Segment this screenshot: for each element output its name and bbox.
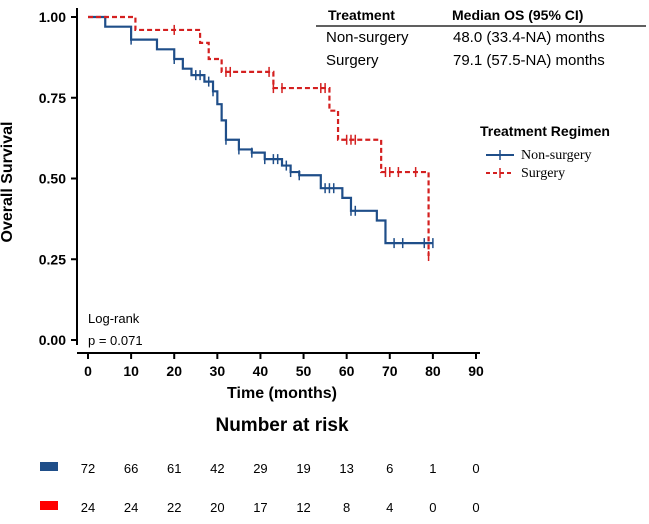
legend-title: Treatment Regimen bbox=[480, 123, 610, 139]
risk-count: 8 bbox=[343, 500, 350, 515]
risk-count: 6 bbox=[386, 461, 393, 476]
y-tick-label: 1.00 bbox=[39, 9, 66, 25]
y-axis-title: Overall Survival bbox=[0, 122, 16, 243]
risk-table-title: Number at risk bbox=[215, 415, 348, 436]
median-table-header-treatment: Treatment bbox=[328, 7, 395, 23]
y-tick-label: 0.50 bbox=[39, 171, 66, 187]
x-tick-label: 70 bbox=[382, 363, 398, 379]
x-tick-label: 80 bbox=[425, 363, 441, 379]
risk-count: 12 bbox=[296, 500, 310, 515]
x-tick-label: 0 bbox=[84, 363, 92, 379]
legend-label-nonsurgery: Non-surgery bbox=[521, 148, 592, 163]
median-table-header-median: Median OS (95% CI) bbox=[452, 7, 583, 23]
risk-count: 24 bbox=[124, 500, 138, 515]
risk-count: 13 bbox=[339, 461, 353, 476]
risk-count: 17 bbox=[253, 500, 267, 515]
logrank-label: Log-rank bbox=[88, 311, 140, 326]
risk-count: 0 bbox=[472, 461, 479, 476]
median-table-row2-value: 79.1 (57.5-NA) months bbox=[453, 52, 605, 69]
median-table-row1-value: 48.0 (33.4-NA) months bbox=[453, 29, 605, 46]
risk-count: 72 bbox=[81, 461, 95, 476]
risk-count: 4 bbox=[386, 500, 393, 515]
risk-table: 72 66 61 42 29 19 13 6 1 024 24 22 20 17 12 8 4 0 0 bbox=[40, 461, 480, 515]
risk-row-swatch bbox=[40, 462, 58, 471]
x-axis-title: Time (months) bbox=[227, 385, 337, 402]
risk-row-swatch bbox=[40, 501, 58, 510]
survival-curves bbox=[88, 15, 434, 262]
y-tick-label: 0.00 bbox=[39, 332, 66, 348]
risk-count: 0 bbox=[429, 500, 436, 515]
x-axis: 0 10 20 30 40 50 60 70 80 90 bbox=[84, 353, 484, 379]
x-tick-label: 50 bbox=[296, 363, 312, 379]
series-line-nonsurgery bbox=[88, 15, 433, 245]
y-tick-label: 0.25 bbox=[39, 251, 66, 267]
x-tick-label: 40 bbox=[253, 363, 269, 379]
risk-count: 24 bbox=[81, 500, 95, 515]
median-table: Treatment Median OS (95% CI) Non-surgery… bbox=[316, 7, 646, 69]
logrank-pvalue: p = 0.071 bbox=[88, 333, 143, 348]
risk-count: 19 bbox=[296, 461, 310, 476]
y-tick-label: 0.75 bbox=[39, 90, 66, 106]
x-tick-label: 20 bbox=[166, 363, 182, 379]
risk-count: 66 bbox=[124, 461, 138, 476]
legend: Treatment Regimen Non-surgery Surgery bbox=[480, 123, 610, 181]
legend-label-surgery: Surgery bbox=[521, 166, 565, 181]
risk-count: 0 bbox=[472, 500, 479, 515]
risk-count: 29 bbox=[253, 461, 267, 476]
x-tick-label: 60 bbox=[339, 363, 355, 379]
risk-count: 42 bbox=[210, 461, 224, 476]
x-tick-label: 90 bbox=[468, 363, 484, 379]
median-table-row1-name: Non-surgery bbox=[326, 29, 409, 46]
x-tick-label: 30 bbox=[210, 363, 226, 379]
risk-count: 22 bbox=[167, 500, 181, 515]
x-tick-label: 10 bbox=[123, 363, 139, 379]
risk-count: 1 bbox=[429, 461, 436, 476]
y-axis: 0.00 0.25 0.50 0.75 1.00 bbox=[39, 9, 77, 348]
risk-count: 61 bbox=[167, 461, 181, 476]
risk-count: 20 bbox=[210, 500, 224, 515]
median-table-row2-name: Surgery bbox=[326, 52, 379, 69]
